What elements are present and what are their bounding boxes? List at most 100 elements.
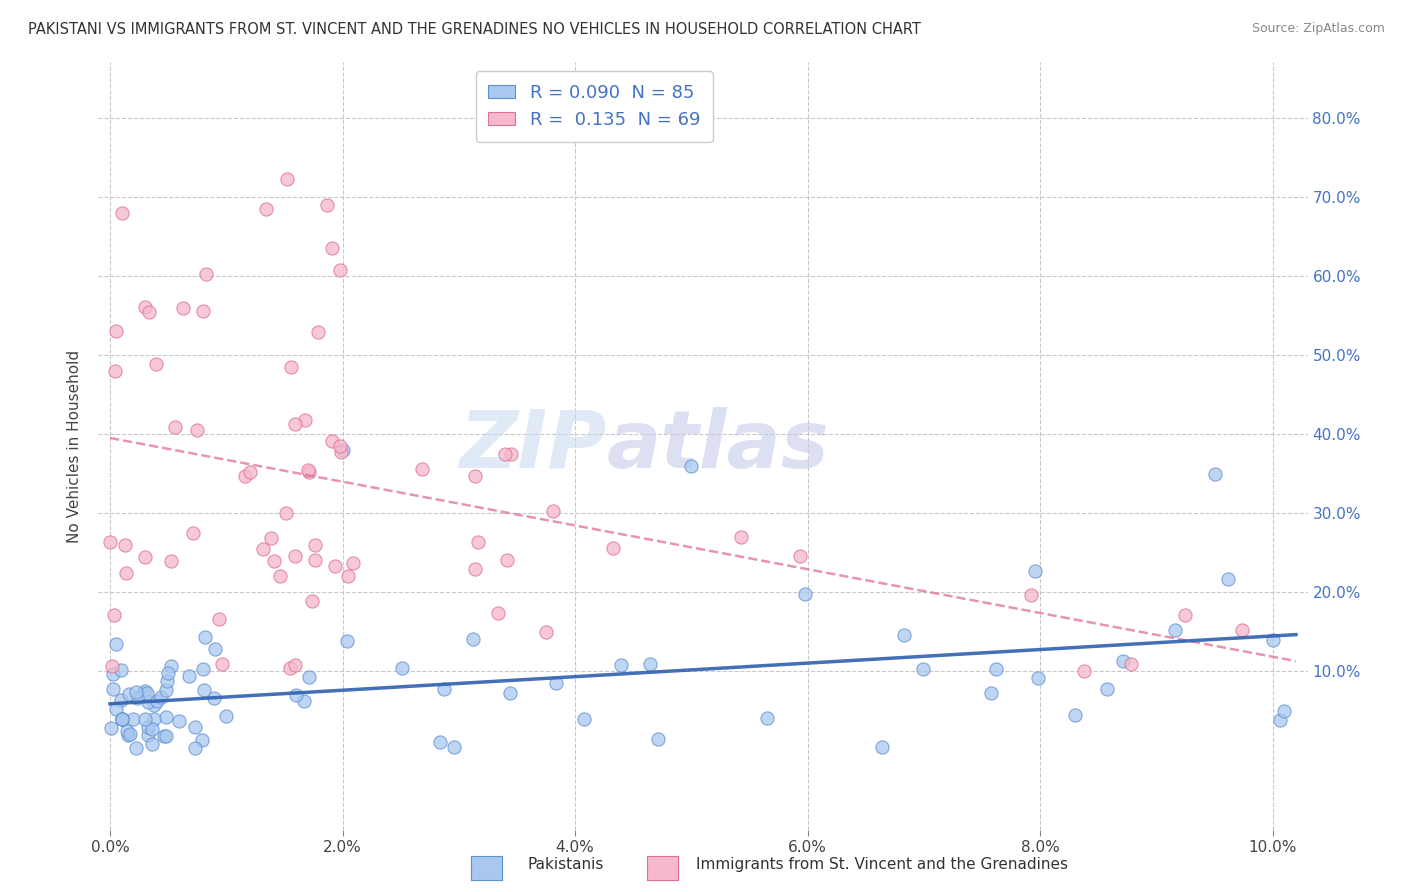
Point xyxy=(157,666,180,681)
Point xyxy=(260,531,283,545)
Point xyxy=(114,538,136,552)
Point xyxy=(429,735,451,749)
Point xyxy=(105,702,128,716)
Point xyxy=(610,658,633,673)
Text: Immigrants from St. Vincent and the Grenadines: Immigrants from St. Vincent and the Gren… xyxy=(696,857,1069,872)
Point xyxy=(136,727,159,741)
Point xyxy=(1261,632,1284,647)
Point xyxy=(186,423,208,437)
Point xyxy=(499,686,522,700)
Point xyxy=(101,659,124,673)
Point xyxy=(321,241,343,255)
Point xyxy=(793,587,815,601)
Point xyxy=(307,325,329,339)
Point xyxy=(254,202,277,216)
Point xyxy=(156,674,179,689)
Point xyxy=(183,741,205,756)
Point xyxy=(155,683,177,698)
Point xyxy=(329,439,352,453)
Point xyxy=(202,691,225,706)
Point xyxy=(115,566,138,580)
Point xyxy=(1204,467,1226,481)
Point xyxy=(1218,572,1240,586)
Point xyxy=(304,553,326,567)
Point xyxy=(284,549,307,563)
Point xyxy=(111,712,134,726)
Point xyxy=(546,676,568,690)
Point xyxy=(1112,654,1135,668)
Point xyxy=(463,632,485,646)
Point xyxy=(495,553,517,567)
Point xyxy=(101,682,124,697)
Point xyxy=(118,726,141,740)
Point xyxy=(294,413,316,427)
Point xyxy=(191,662,214,676)
Y-axis label: No Vehicles in Household: No Vehicles in Household xyxy=(67,350,83,542)
Point xyxy=(315,198,337,212)
Point xyxy=(1174,608,1197,623)
Point xyxy=(1063,708,1085,723)
Point xyxy=(464,561,486,575)
Point xyxy=(1164,623,1187,637)
Point xyxy=(141,723,163,737)
Point xyxy=(337,568,360,582)
Point xyxy=(239,465,262,479)
Point xyxy=(269,569,291,583)
Point xyxy=(134,712,156,726)
Point xyxy=(193,303,215,318)
Point xyxy=(329,263,352,277)
Point xyxy=(1232,623,1254,637)
Point xyxy=(195,267,218,281)
Point xyxy=(104,325,127,339)
Point xyxy=(336,633,359,648)
Point xyxy=(1073,664,1095,678)
Point xyxy=(111,712,134,726)
Point xyxy=(208,612,231,626)
Point xyxy=(433,682,456,697)
Point xyxy=(124,685,146,699)
Point xyxy=(541,503,564,517)
Point xyxy=(142,698,165,712)
Point xyxy=(138,304,160,318)
Point xyxy=(411,461,433,475)
Point xyxy=(149,690,172,704)
Point xyxy=(134,300,156,314)
Point xyxy=(278,661,301,675)
Point xyxy=(233,469,256,483)
Point xyxy=(464,469,486,483)
Point xyxy=(730,530,752,544)
Point xyxy=(870,740,893,755)
Point xyxy=(184,720,207,734)
Point xyxy=(501,447,523,461)
Point xyxy=(141,737,163,751)
Point xyxy=(263,554,285,568)
Point xyxy=(134,550,156,565)
Point xyxy=(1026,672,1049,686)
Point xyxy=(194,630,217,644)
Text: Pakistanis: Pakistanis xyxy=(527,857,603,872)
Point xyxy=(100,721,122,735)
Point xyxy=(110,663,132,677)
Text: ZIP: ZIP xyxy=(458,407,606,485)
Point xyxy=(211,657,233,672)
Point xyxy=(122,712,145,726)
Point xyxy=(297,463,319,477)
Point xyxy=(132,685,155,699)
Point xyxy=(111,712,134,726)
Point xyxy=(276,506,298,520)
Point xyxy=(304,538,326,552)
Point xyxy=(160,554,183,568)
Point xyxy=(118,687,141,701)
Point xyxy=(893,628,915,642)
Point xyxy=(276,172,298,186)
Point xyxy=(486,606,509,620)
Point xyxy=(984,662,1007,676)
Point xyxy=(146,694,169,708)
Point xyxy=(391,661,413,675)
Point xyxy=(111,712,134,726)
Point xyxy=(912,661,935,675)
Point xyxy=(323,559,346,574)
Point xyxy=(647,731,669,746)
Point xyxy=(342,556,364,570)
Point xyxy=(98,534,121,549)
